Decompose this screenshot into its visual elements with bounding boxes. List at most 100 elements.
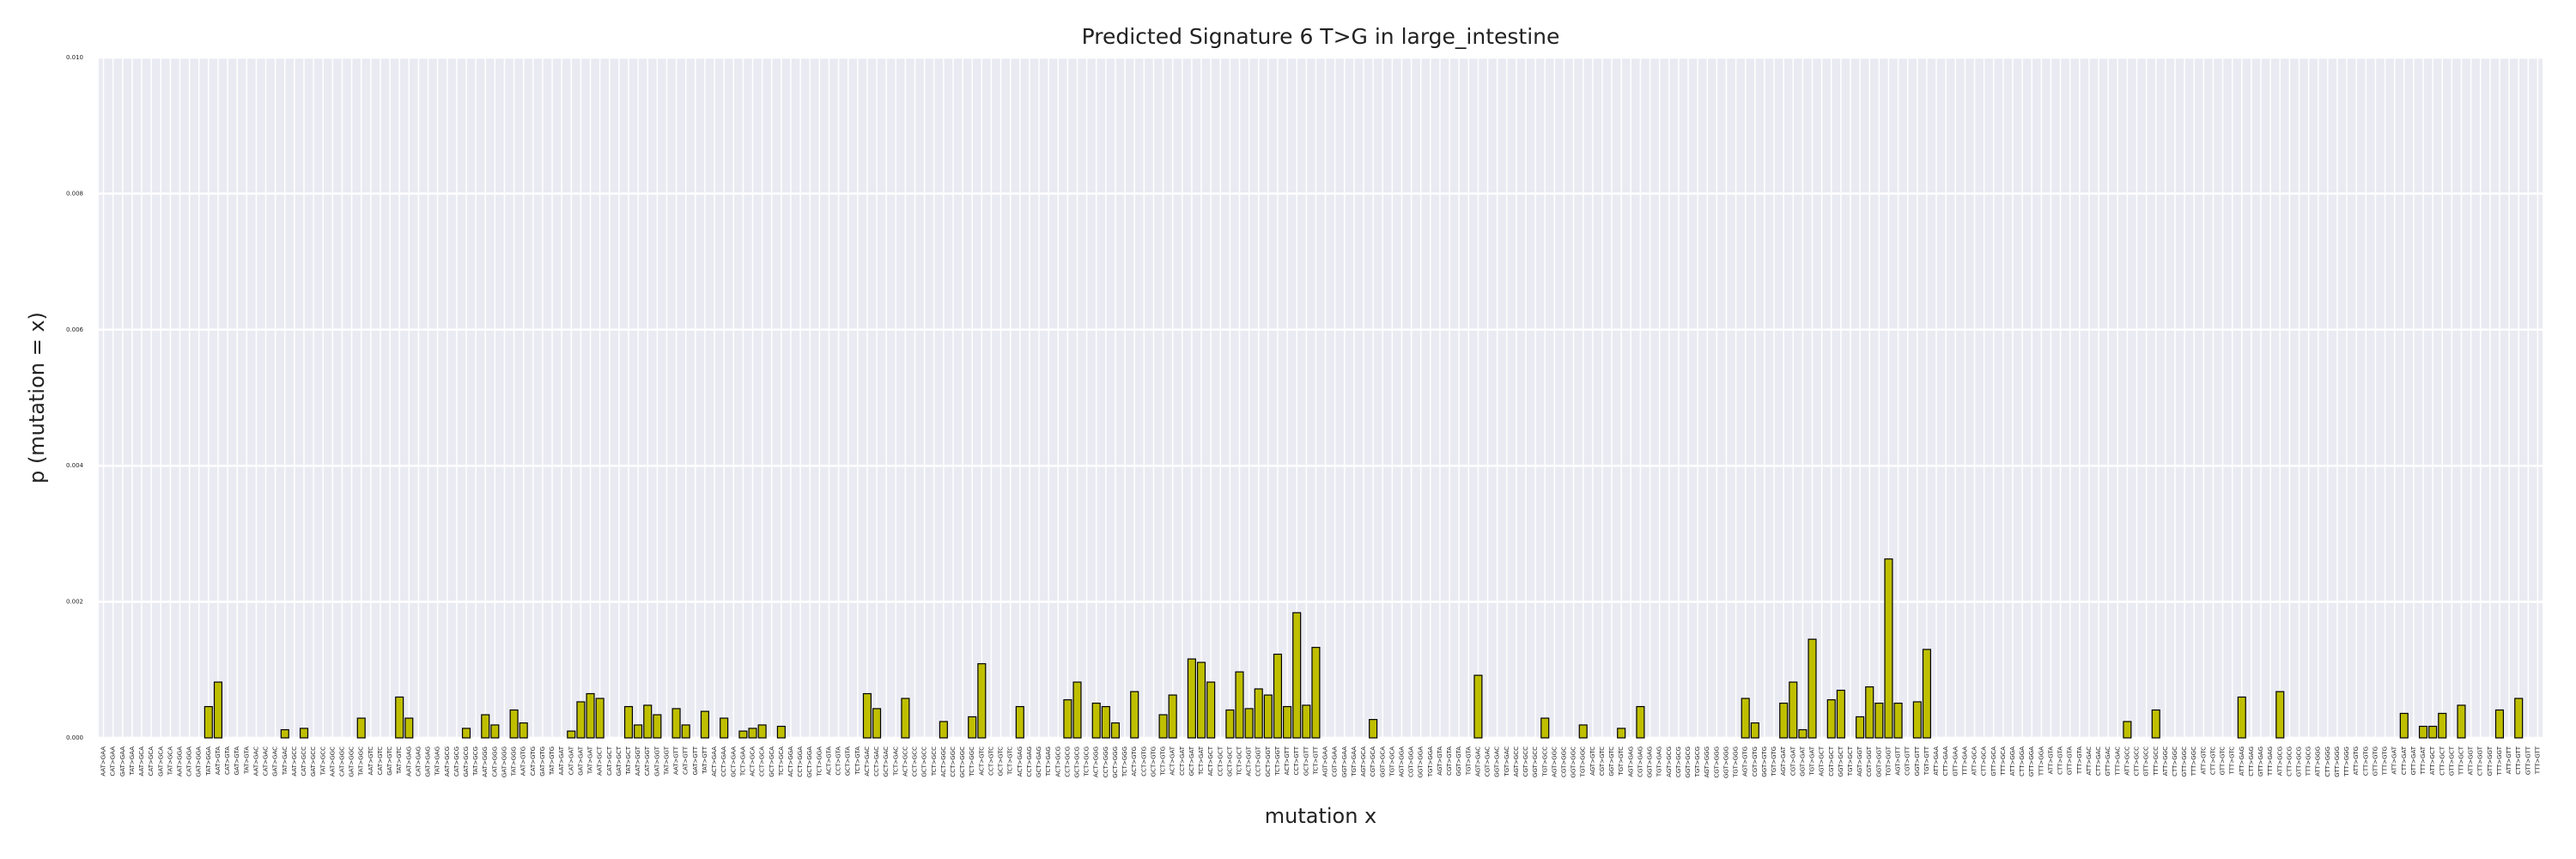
bar (1091, 703, 1101, 739)
x-tick-label: TAT>GAT (587, 746, 594, 775)
bar (2123, 721, 2132, 739)
x-tick-label: TAT>GGG (511, 746, 518, 777)
x-tick-label: AAT>GCA (138, 746, 145, 777)
x-tick-label: TAT>GTA (243, 746, 250, 775)
x-tick-label: TGT>GCC (1541, 746, 1548, 777)
bar (2418, 725, 2428, 739)
x-tick-label: TGT>GAG (1656, 746, 1663, 777)
x-tick-label: CGT>GCT (1828, 746, 1835, 777)
bar (1578, 724, 1588, 739)
x-tick-label: TAT>GCT (625, 746, 632, 775)
x-tick-label: TTT>GCG (2306, 746, 2312, 777)
x-tick-label: CAT>GCA (148, 746, 155, 777)
x-tick-label: CGT>GTA (1446, 746, 1453, 776)
bar (1158, 714, 1168, 739)
x-tick-label: TTT>GGT (2496, 746, 2503, 776)
x-tick-label: CTT>GCC (2134, 746, 2141, 776)
x-tick-label: TCT>GAC (892, 746, 899, 777)
y-tick-label: 0.002 (66, 599, 83, 606)
x-tick-label: AAT>GCT (597, 746, 604, 776)
bar (1912, 701, 1922, 739)
x-tick-label: AGT>GGG (1704, 746, 1710, 777)
bar (681, 724, 690, 739)
x-tick-label: AGT>GAA (1322, 746, 1329, 777)
x-tick-label: AAT>GGA (176, 746, 183, 777)
x-tick-label: CCT>GAA (720, 746, 727, 777)
x-tick-label: CTT>GAA (1942, 746, 1949, 777)
x-tick-label: TTT>GGG (2343, 746, 2350, 777)
bar (939, 721, 948, 739)
x-tick-label: AGT>GTA (1437, 746, 1443, 776)
x-tick-label: CAT>GGT (644, 746, 651, 776)
x-tick-label: AGT>GGC (1551, 746, 1558, 777)
bar (748, 728, 757, 739)
bar (1235, 671, 1244, 739)
x-tick-label: AAT>GGC (329, 746, 336, 777)
x-tick-label: ACT>GAG (1017, 746, 1024, 777)
x-tick-label: GCT>GCG (1074, 746, 1081, 777)
x-tick-label: CTT>GAC (2095, 746, 2102, 776)
x-tick-label: TAT>GAG (434, 746, 441, 777)
x-tick-label: GGT>GTT (1914, 746, 1921, 776)
x-tick-label: GGT>GGG (1722, 746, 1729, 778)
x-tick-label: CAT>GAC (263, 746, 270, 776)
x-tick-label: AAT>GAC (252, 746, 259, 776)
x-tick-label: TTT>GGC (2190, 746, 2197, 777)
bar (1292, 612, 1302, 739)
x-tick-label: TTT>GTG (2382, 746, 2389, 776)
x-tick-label: ATT>GGT (2468, 746, 2475, 775)
x-tick-label: TTT>GAC (2114, 746, 2121, 777)
x-tick-label: ACT>GCA (750, 746, 756, 777)
x-tick-label: TGT>GGG (1733, 746, 1740, 778)
bar (1884, 558, 1893, 739)
x-tick-label: CAT>GCT (606, 746, 613, 776)
plot-background (99, 58, 2543, 738)
bar (634, 724, 643, 739)
x-tick-label: ATT>GCC (2123, 746, 2130, 776)
x-tick-label: GAT>GCG (463, 746, 470, 777)
x-tick-label: TAT>GCG (472, 746, 479, 777)
x-tick-label: GAT>GTT (692, 746, 699, 775)
x-tick-label: CTT>GCG (2286, 746, 2293, 777)
bar (1101, 705, 1110, 739)
bar (671, 708, 681, 739)
x-tick-label: GAT>GTG (539, 746, 546, 777)
bar (901, 698, 910, 739)
x-tick-label: GGT>GGC (1571, 746, 1577, 778)
x-tick-label: ACT>GCC (902, 746, 908, 777)
x-tick-label: CAT>GGA (186, 746, 193, 777)
x-tick-label: GCT>GTG (1150, 746, 1157, 777)
bar (623, 705, 634, 739)
x-tick-label: ACT>GTT (1284, 746, 1291, 775)
x-tick-label: TAT>GTC (396, 746, 403, 775)
x-tick-label: TAT>GAC (282, 746, 289, 776)
y-tick-label: 0.006 (66, 326, 84, 333)
x-tick-label: AGT>GAG (1627, 746, 1634, 777)
bar (280, 728, 289, 739)
x-tick-label: CAT>GTA (224, 746, 231, 775)
y-axis-label: p (mutation = x) (25, 312, 49, 484)
x-tick-label: GGT>GAT (1799, 746, 1806, 776)
bar (509, 709, 519, 739)
bar (776, 725, 786, 739)
x-tick-label: TAT>GTT (702, 746, 708, 774)
bar (1254, 688, 1263, 739)
x-tick-label: TAT>GGT (663, 746, 670, 776)
x-tick-label: TTT>GTA (2076, 746, 2083, 775)
bar (490, 724, 500, 739)
x-tick-label: AAT>GTG (520, 746, 527, 776)
x-tick-label: TGT>GGA (1427, 746, 1434, 777)
x-tick-label: GAT>GGG (501, 746, 507, 777)
x-tick-label: TGT>GTT (1923, 746, 1930, 776)
x-tick-label: TCT>GTG (1160, 746, 1167, 777)
x-tick-label: TGT>GAA (1351, 746, 1358, 777)
x-tick-label: ACT>GGA (787, 746, 794, 777)
bar (1789, 681, 1798, 739)
bar (1807, 638, 1817, 739)
x-tick-label: CCT>GGG (1103, 746, 1109, 777)
x-tick-label: CGT>GAG (1637, 746, 1643, 777)
bar (2457, 704, 2466, 739)
x-tick-label: TGT>GGT (1885, 746, 1892, 777)
x-tick-label: GTT>GGA (2028, 746, 2035, 777)
x-tick-label: GCT>GGG (1112, 746, 1119, 778)
